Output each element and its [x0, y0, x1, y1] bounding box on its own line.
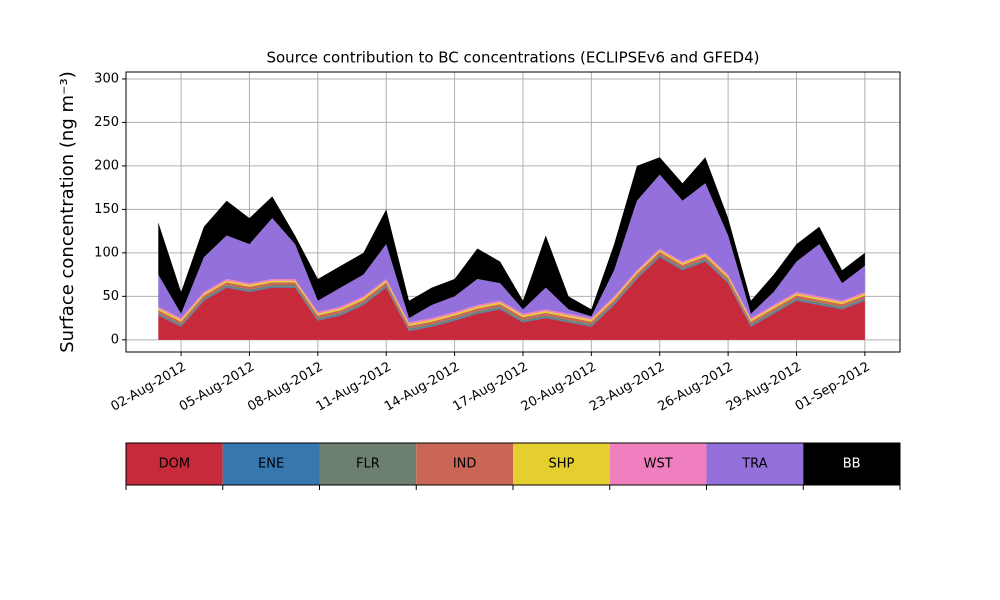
x-tick-label: 20-Aug-2012	[519, 360, 599, 415]
legend-swatch	[706, 443, 804, 485]
x-tick-label: 02-Aug-2012	[108, 360, 188, 415]
area	[158, 248, 865, 325]
area	[158, 250, 865, 326]
legend-label: BB	[843, 457, 861, 472]
legend-swatch	[319, 443, 417, 485]
area	[158, 256, 865, 332]
legend-swatch	[513, 443, 610, 485]
legend-label: IND	[453, 457, 477, 472]
x-tick-label: 05-Aug-2012	[177, 360, 257, 415]
y-tick-label: 250	[94, 115, 119, 130]
legend-swatch	[609, 443, 707, 485]
y-tick-label: 0	[111, 332, 119, 347]
legend-swatch	[126, 443, 223, 485]
x-tick-label: 17-Aug-2012	[450, 360, 530, 415]
y-axis-label: Surface concentration (ng m⁻³)	[57, 71, 78, 353]
plot-frame	[125, 71, 901, 353]
area	[158, 257, 865, 340]
legend-label: FLR	[356, 457, 380, 472]
legend-label: WST	[644, 457, 673, 472]
legend-label: ENE	[258, 457, 284, 472]
legend-swatch	[416, 443, 513, 485]
legend-swatch	[222, 443, 320, 485]
y-tick-label: 50	[102, 289, 119, 304]
y-tick-label: 150	[94, 202, 119, 217]
legend-label: TRA	[741, 457, 767, 472]
x-tick-label: 11-Aug-2012	[314, 360, 394, 415]
legend-label: SHP	[548, 457, 574, 472]
x-tick-label: 26-Aug-2012	[656, 360, 736, 415]
legend-label: DOM	[159, 457, 190, 472]
area	[158, 174, 865, 323]
x-tick-label: 23-Aug-2012	[587, 360, 667, 415]
x-tick-label: 01-Sep-2012	[793, 360, 873, 415]
x-tick-label: 14-Aug-2012	[382, 360, 462, 415]
x-tick-label: 08-Aug-2012	[245, 360, 325, 415]
x-tick-label: 29-Aug-2012	[724, 360, 804, 415]
y-tick-label: 300	[94, 71, 119, 86]
y-tick-label: 200	[94, 158, 119, 173]
area	[158, 254, 865, 331]
y-tick-label: 100	[94, 245, 119, 260]
chart-title: Source contribution to BC concentrations…	[266, 49, 759, 67]
legend-swatch	[803, 443, 900, 485]
area	[158, 252, 865, 329]
area	[158, 157, 865, 319]
